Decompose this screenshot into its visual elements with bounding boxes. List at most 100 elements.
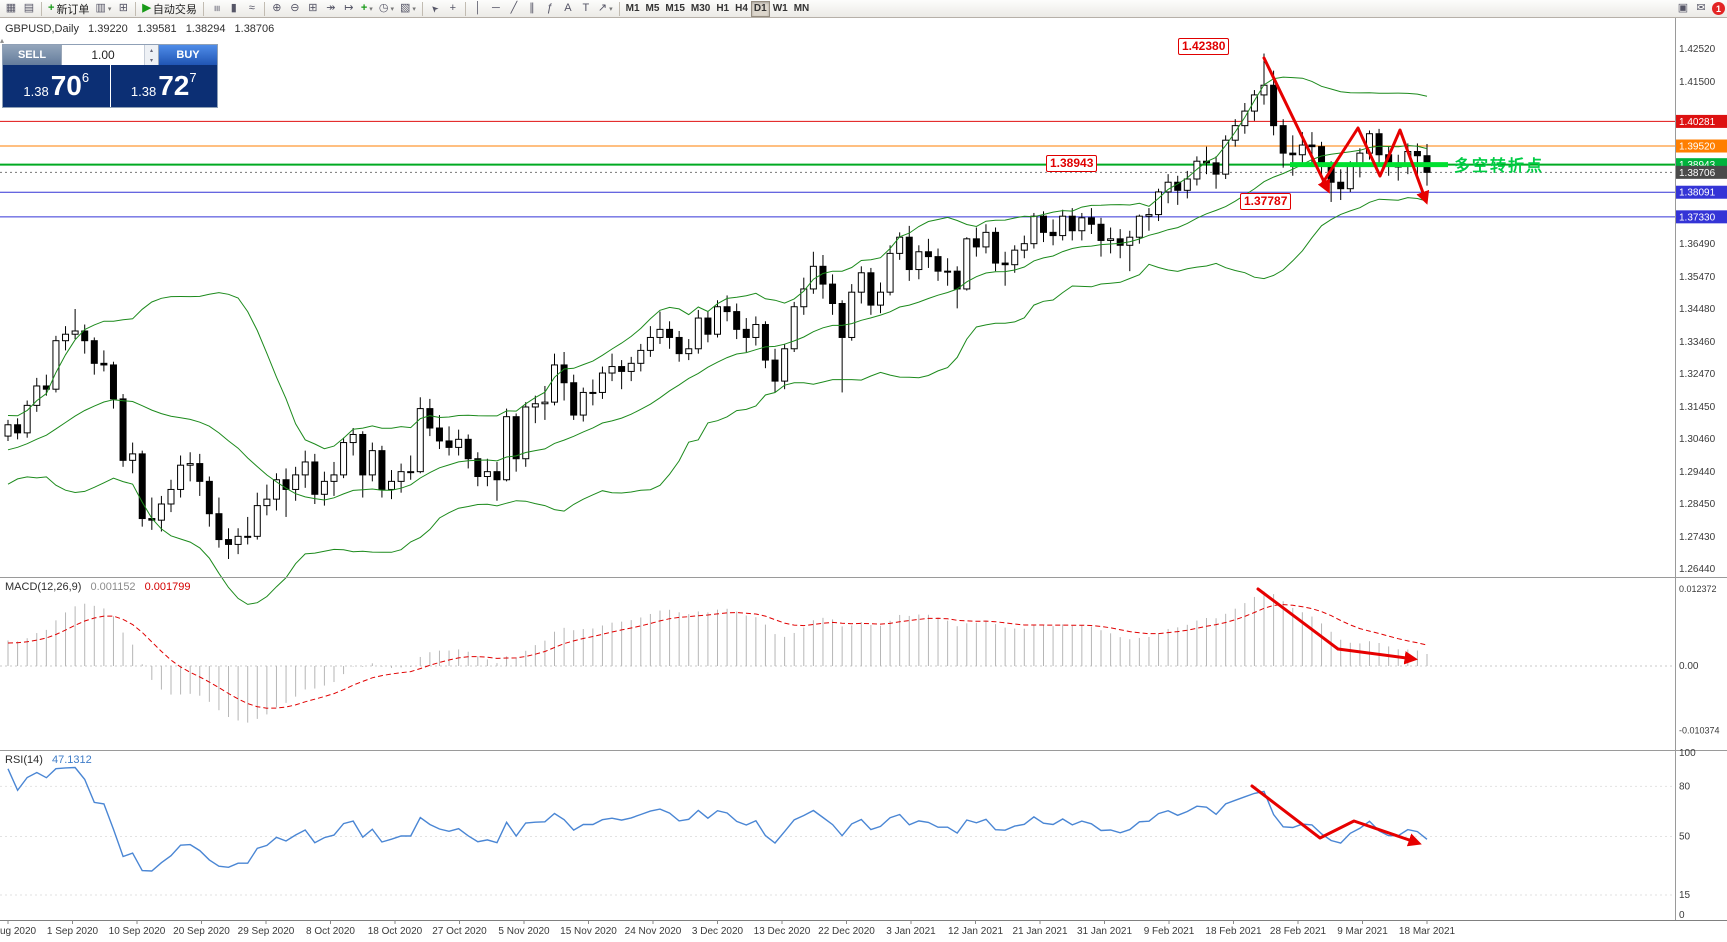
templates-button[interactable]: ▧ ▾ <box>397 1 419 17</box>
fullscreen-button[interactable]: ⊞ <box>114 1 132 17</box>
volume-down-icon[interactable]: ▾ <box>145 55 158 65</box>
date-label: 18 Mar 2021 <box>1399 926 1456 937</box>
news-button[interactable]: ▣ <box>1674 1 1692 17</box>
crosshair-button[interactable]: + <box>444 1 462 17</box>
profiles-button[interactable]: ▥ ▾ <box>92 1 114 17</box>
notification-badge[interactable]: 1 <box>1712 2 1725 15</box>
collapse-trade-panel-icon[interactable]: ▴ <box>0 36 5 45</box>
timeframe-button-m1[interactable]: M1 <box>623 1 643 17</box>
market-watch-button[interactable]: ▤ <box>20 1 38 17</box>
bars-chart-button[interactable]: ≡ <box>207 1 225 17</box>
date-label: 18 Oct 2020 <box>368 926 423 937</box>
fibonacci-button[interactable]: ƒ <box>541 1 559 17</box>
price-level-lines[interactable] <box>0 120 1675 218</box>
timeframe-label: M30 <box>690 3 711 14</box>
timeframe-button-m30[interactable]: M30 <box>688 1 713 17</box>
price-axis[interactable]: 1.42520 1.41500 1.36490 1.35470 1.34480 1.334… <box>1676 44 1727 921</box>
channel-button[interactable]: ∥ <box>523 1 541 17</box>
macd-pane <box>0 591 1675 723</box>
pivot-price-label[interactable]: 1.38943 <box>1046 155 1098 172</box>
fullscreen-icon: ⊞ <box>118 2 128 14</box>
tile-windows-icon: ⊞ <box>308 2 318 14</box>
vertical-line-button[interactable]: │ <box>469 1 487 17</box>
timeframe-label: M5 <box>645 3 660 14</box>
text-icon: A <box>564 2 572 14</box>
volume-up-icon[interactable]: ▴ <box>145 45 158 55</box>
timeframe-label: M15 <box>665 3 685 14</box>
price-tag[interactable]: 1.38706 <box>1676 165 1727 179</box>
sell-button[interactable]: SELL <box>3 45 61 65</box>
tile-windows-button[interactable]: ⊞ <box>304 1 322 17</box>
auto-scroll-button[interactable]: ↠ <box>322 1 340 17</box>
dropdown-icon: ▾ <box>609 5 613 13</box>
timeframe-label: H1 <box>716 3 730 14</box>
chart-shift-button[interactable]: ↦ <box>340 1 358 17</box>
text-button[interactable]: A <box>559 1 577 17</box>
price-tick-label: 1.27430 <box>1679 532 1716 543</box>
horizontal-line-button[interactable]: ─ <box>487 1 505 17</box>
trend-arrow[interactable] <box>1250 784 1422 847</box>
timeframe-label: MN <box>793 3 810 14</box>
cursor-button[interactable]: ➤ <box>426 1 444 17</box>
trend-arrow[interactable] <box>1262 56 1330 194</box>
text-label-button[interactable]: T <box>577 1 595 17</box>
date-label: 9 Mar 2021 <box>1337 926 1388 937</box>
rsi-scale-label: 50 <box>1679 832 1691 843</box>
new-order-button[interactable]: + 新订单 <box>45 1 92 17</box>
line-chart-button[interactable]: ≈ <box>243 1 261 17</box>
date-label: 3 Dec 2020 <box>692 926 744 937</box>
timeframe-button-d1[interactable]: D1 <box>750 0 770 17</box>
rsi-scale-label: 15 <box>1679 890 1691 901</box>
rsi-scale-label: 80 <box>1679 781 1691 792</box>
price-tag[interactable]: 1.38091 <box>1676 185 1727 199</box>
timeframe-button-mn[interactable]: MN <box>791 1 813 17</box>
chart-window-button[interactable]: ▦ <box>2 1 20 17</box>
trend-arrow[interactable] <box>1320 126 1430 205</box>
price-tag[interactable]: 1.37330 <box>1676 210 1727 224</box>
date-label: 9 Feb 2021 <box>1144 926 1195 937</box>
indicators-button[interactable]: + ▾ <box>358 1 376 17</box>
periods-button[interactable]: ◷ ▾ <box>376 1 397 17</box>
mail-button[interactable]: ✉ <box>1692 1 1710 17</box>
date-label: 13 Dec 2020 <box>754 926 811 937</box>
news-icon: ▣ <box>1677 2 1689 14</box>
indicators-icon: + <box>360 2 368 14</box>
sell-price-display[interactable]: 1.38 70 6 <box>3 65 110 107</box>
price-tag[interactable]: 1.39520 <box>1676 139 1727 153</box>
toolbar: ▦ ▤ + 新订单 ▥ ▾ ⊞ ▶ 自动交易 ≡ ▮ ≈ ⊕ ⊖ ⊞ ↠ ↦ + ▾… <box>0 0 1727 18</box>
close-value: 1.38706 <box>234 23 275 35</box>
zoom-out-button[interactable]: ⊖ <box>286 1 304 17</box>
trend-arrows[interactable] <box>1250 56 1430 847</box>
timeframe-button-m15[interactable]: M15 <box>662 1 687 17</box>
open-value: 1.39220 <box>88 23 128 35</box>
buy-button[interactable]: BUY <box>159 45 217 65</box>
toolbar-separator <box>618 1 620 16</box>
timeframe-button-h1[interactable]: H1 <box>713 1 732 17</box>
macd-scale-label: 0.00 <box>1679 661 1699 672</box>
price-tag[interactable]: 1.40281 <box>1676 114 1727 128</box>
price-tag-label: 1.37330 <box>1679 212 1716 223</box>
channel-icon: ∥ <box>529 2 535 14</box>
zoom-in-button[interactable]: ⊕ <box>268 1 286 17</box>
bollinger-middle-band <box>7 144 1428 501</box>
volume-input[interactable] <box>62 45 144 65</box>
price-tick-label: 1.32470 <box>1679 369 1716 380</box>
timeframe-button-h4[interactable]: H4 <box>732 1 751 17</box>
pivot-note-label[interactable]: 多空转折点 <box>1454 158 1545 175</box>
timeframe-button-m5[interactable]: M5 <box>643 1 663 17</box>
candles-chart-button[interactable]: ▮ <box>225 1 243 17</box>
shapes-button[interactable]: ↗ ▾ <box>595 1 616 17</box>
buy-price-display[interactable]: 1.38 72 7 <box>110 65 217 107</box>
trendline-button[interactable]: ╱ <box>505 1 523 17</box>
timeframe-button-w1[interactable]: W1 <box>770 1 791 17</box>
date-axis[interactable]: 23 Aug 2020 1 Sep 2020 10 Sep 2020 20 Sep 2… <box>0 920 1456 937</box>
price-tick-label: 1.28450 <box>1679 499 1716 510</box>
price-tag-label: 1.38091 <box>1679 188 1716 199</box>
date-label: 1 Sep 2020 <box>47 926 99 937</box>
peak-price-label[interactable]: 1.42380 <box>1178 38 1230 55</box>
rsi-title: RSI(14) <box>5 754 43 766</box>
auto-trading-button[interactable]: ▶ 自动交易 <box>139 1 199 17</box>
support-price-label[interactable]: 1.37787 <box>1240 193 1292 210</box>
trend-arrow[interactable] <box>1256 587 1419 665</box>
